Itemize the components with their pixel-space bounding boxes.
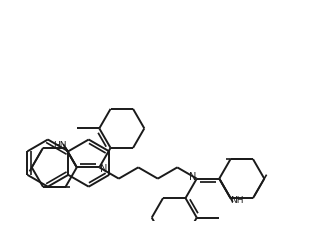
Text: NH: NH: [230, 196, 243, 205]
Text: HN: HN: [53, 141, 66, 150]
Text: N: N: [188, 172, 196, 182]
Text: N: N: [100, 164, 108, 174]
